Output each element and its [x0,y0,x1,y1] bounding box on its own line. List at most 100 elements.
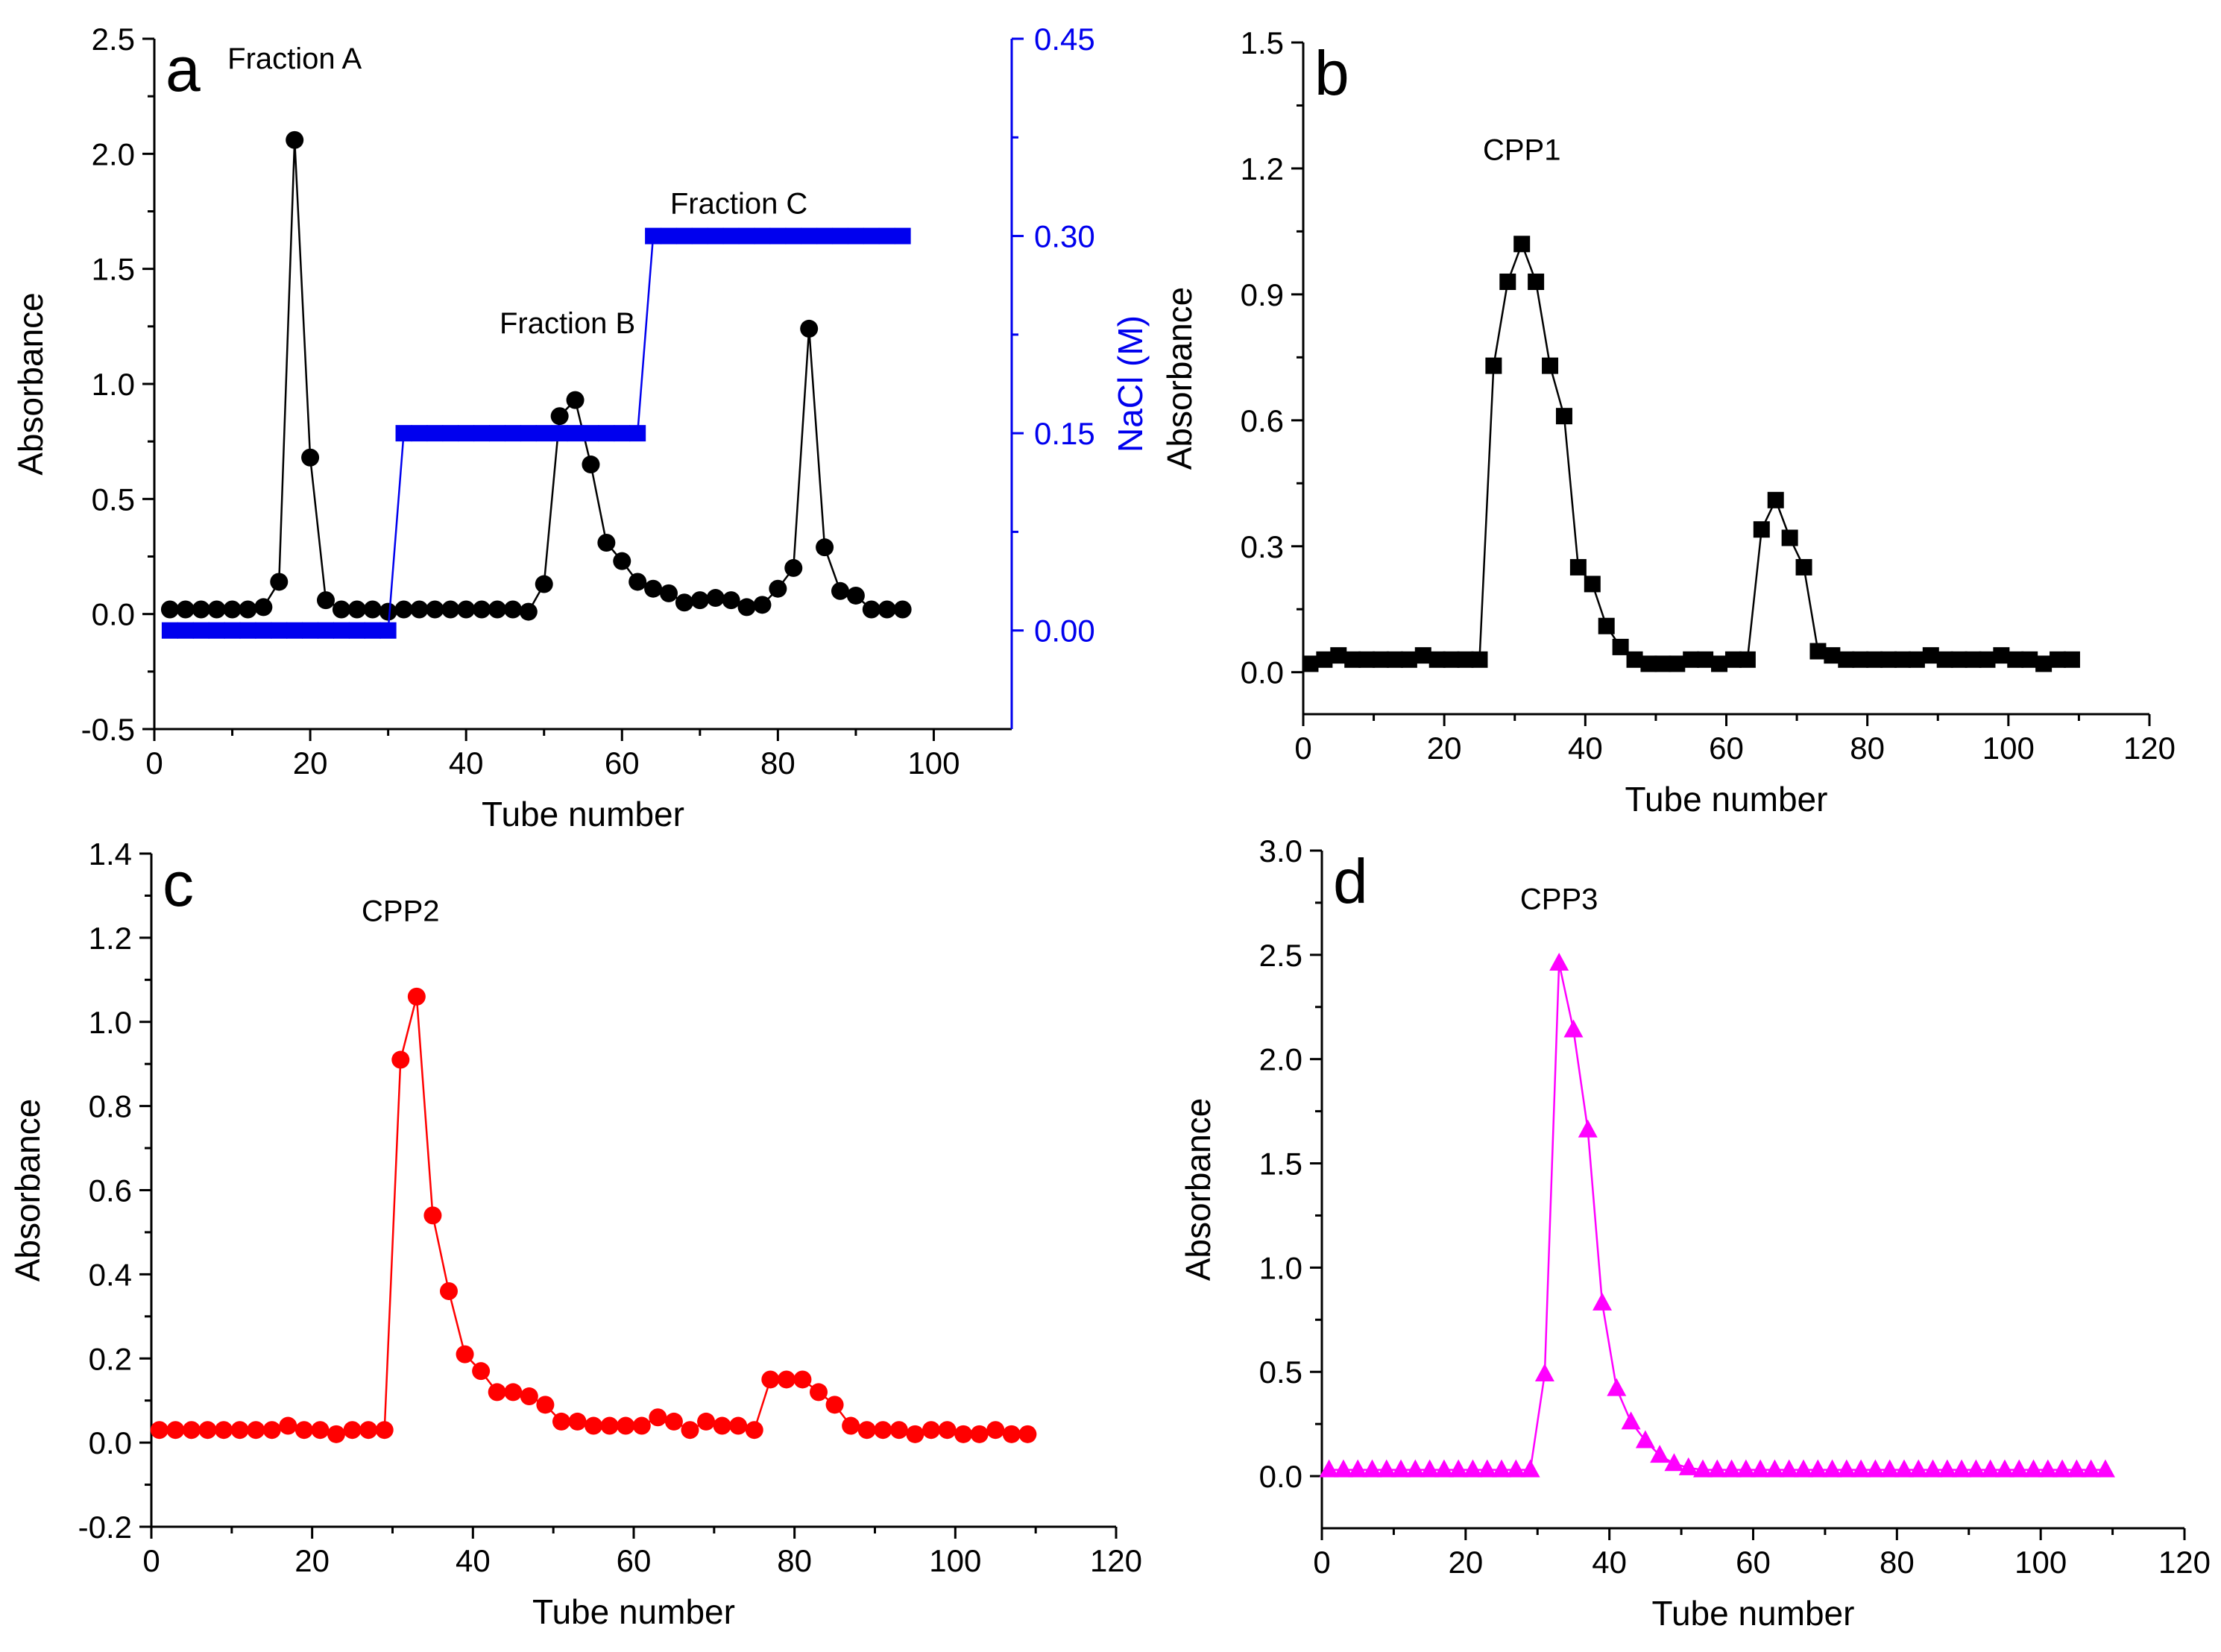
data-point [785,227,802,245]
data-point [333,622,350,639]
data-point [439,1281,458,1300]
data-point [379,602,397,621]
data-point [1808,1459,1828,1478]
data-point [1767,491,1784,508]
data-point [1795,558,1812,576]
x-tick-label: 40 [456,1543,491,1578]
data-point [816,227,834,245]
data-point [1865,1459,1886,1478]
data-point [472,1362,491,1381]
data-point [1880,1459,1900,1478]
data-point [769,579,787,598]
data-point [629,573,647,591]
x-tick-label: 0 [1294,731,1311,766]
data-point [1621,1411,1641,1430]
data-point [1316,651,1333,668]
data-point [645,227,662,245]
data-point [681,1421,699,1440]
data-point [1824,647,1841,664]
data-point [857,1421,876,1440]
y-tick-label: -0.5 [81,712,135,747]
data-point [632,1416,651,1435]
data-point [488,600,506,619]
data-point [745,1421,763,1440]
y-tick-label: 0.0 [89,1425,132,1460]
data-point [846,586,865,605]
data-point [1711,655,1728,672]
data-point [375,1421,394,1440]
data-point [1607,1378,1627,1396]
data-point [568,1412,587,1431]
data-point [970,1425,989,1443]
data-point [176,600,195,619]
data-point [2009,1459,2029,1478]
x-tick-label: 20 [1427,731,1462,766]
data-point [1443,651,1460,668]
data-point [629,425,646,442]
data-point [842,1416,860,1435]
data-point [863,227,880,245]
data-point [1463,1459,1483,1478]
panel-letter: d [1333,846,1368,916]
y-tick-label: 0.6 [89,1173,132,1208]
data-point [986,1421,1005,1440]
data-point [426,600,444,619]
data-point [1542,357,1559,374]
data-point [192,622,210,639]
y-tick-label: 0.5 [92,482,135,517]
data-point [1994,1459,2014,1478]
data-point [2023,1459,2044,1478]
data-point [1302,655,1319,672]
data-point [550,407,569,426]
y-tick-label: -0.2 [78,1510,132,1545]
y-tick-label: 3.0 [1259,833,1302,868]
x-axis-label: Tube number [532,1592,735,1631]
data-point [1584,576,1601,593]
data-point [327,1425,346,1443]
x-tick-label: 80 [777,1543,812,1578]
data-point [598,425,615,442]
data-point [1693,1459,1713,1478]
data-point [707,227,724,245]
data-point [411,425,428,442]
x-tick-label: 20 [1448,1545,1483,1580]
series-line [1310,241,2072,665]
panel-letter: b [1314,38,1349,108]
data-point [423,1206,442,1225]
data-point [1650,1445,1670,1463]
data-point [458,425,475,442]
data-point [617,1416,635,1435]
data-point [286,130,304,149]
data-point [262,1421,281,1440]
x-tick-label: 60 [1709,731,1744,766]
panel-letter: a [166,34,201,104]
data-point [675,593,693,612]
data-point [690,591,709,610]
data-point [407,987,426,1006]
data-point [1428,651,1446,668]
data-point [391,1050,410,1069]
data-point [215,1421,233,1440]
y-tick-label: 1.0 [89,1005,132,1040]
data-point [1414,647,1431,664]
data-point [347,600,366,619]
data-point [600,1416,619,1435]
data-point [722,591,740,610]
data-point [1506,1459,1526,1478]
data-point [1980,1459,2000,1478]
y2-tick-label: 0.00 [1034,614,1095,649]
data-point [729,1416,748,1435]
data-point [1449,1459,1469,1478]
panel-c: 0 20 40 60 80 100 120 -0.2 0.0 0.2 0.4 0.6 0.8 1.0 1.2… [8,836,1142,1631]
data-point [1707,1459,1727,1478]
data-point [722,227,740,245]
y2-tick-label: 0.45 [1034,22,1095,57]
data-point [394,600,413,619]
x-tick-label: 80 [1850,731,1885,766]
data-point [1319,1459,1339,1478]
data-point [1612,638,1629,655]
x-tick-label: 40 [449,745,484,781]
data-point [878,600,896,619]
data-point [456,1345,474,1363]
data-point [874,1421,892,1440]
